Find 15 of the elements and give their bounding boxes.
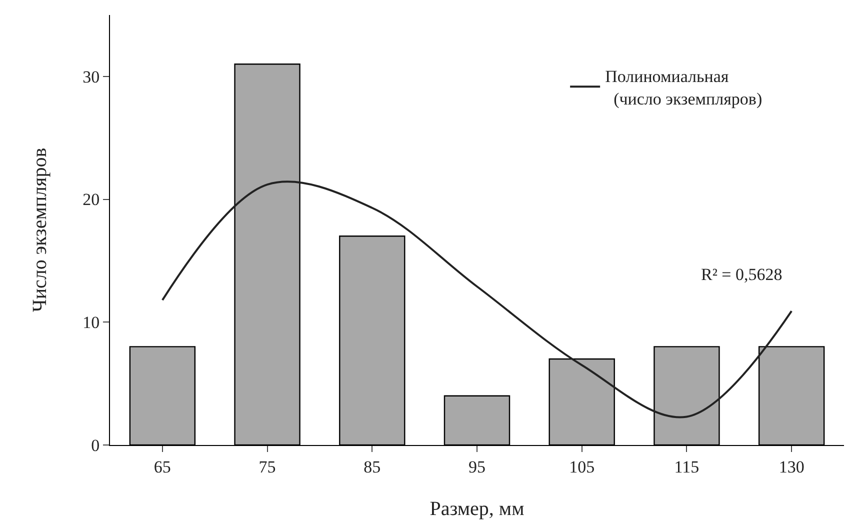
x-axis-title: Размер, мм — [430, 498, 525, 520]
y-tick-label: 30 — [82, 67, 100, 86]
y-axis-title: Число экземпляров — [29, 148, 52, 312]
x-tick-label: 75 — [258, 457, 276, 476]
x-tick-label: 130 — [778, 457, 804, 476]
legend-label: Полиномиальная (число экземпляров) — [605, 67, 762, 108]
y-tick-label: 0 — [91, 436, 100, 455]
x-tick-label: 95 — [468, 457, 486, 476]
x-tick-label: 65 — [154, 457, 171, 476]
annotation: R² = 0,5628 — [701, 265, 782, 284]
x-tick-label: 85 — [364, 457, 381, 476]
x-tick-label: 105 — [569, 457, 595, 476]
y-tick-label: 20 — [82, 190, 100, 210]
y-tick-label: 10 — [82, 313, 100, 332]
x-tick-label: 115 — [674, 457, 700, 476]
